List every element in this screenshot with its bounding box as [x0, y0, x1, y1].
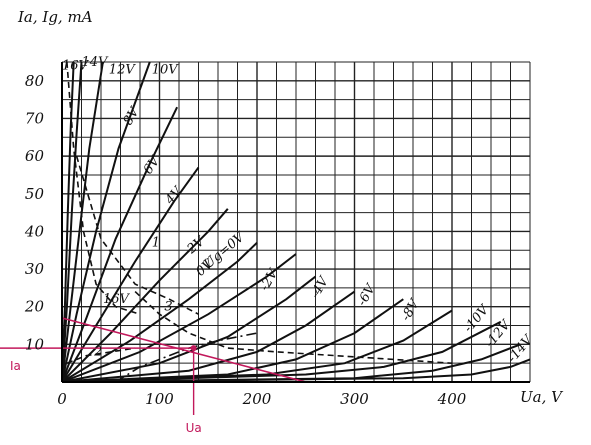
y-tick-label: 10: [25, 335, 45, 353]
anode-curve-label: -2V: [257, 266, 282, 294]
operating-point-dot: [190, 345, 197, 352]
anode-curve-label: -6V: [355, 281, 380, 309]
anode-curve: [61, 106, 179, 383]
anode-curve-label: 16V: [62, 59, 90, 74]
grid-current-curve: [66, 347, 136, 364]
anode-curve: [61, 358, 531, 383]
anode-curve: [61, 275, 317, 383]
anode-curve-label: 4V: [162, 183, 187, 208]
y-tick-label: 30: [25, 260, 45, 278]
chart-axes: 0 100 200 300 400 10 20 30 40 50 60 70 80: [24, 62, 530, 408]
grid-curve-label: 2: [93, 345, 102, 360]
y-tick-label: 80: [25, 72, 45, 90]
anode-curve-label: -4V: [308, 273, 333, 301]
y-tick-label: 20: [24, 298, 45, 316]
anode-curve-label: 2V: [184, 233, 209, 258]
anode-curve: [61, 61, 104, 383]
chart-series: [0, 61, 531, 415]
y-tick-label: 50: [25, 185, 45, 203]
anode-curve-label: -12V: [483, 317, 515, 351]
grid-curve-label: 16V: [103, 292, 131, 307]
load-line: [61, 317, 307, 383]
grid-current-curve: [66, 61, 141, 315]
x-tick-label: 0: [57, 390, 67, 408]
y-tick-label: 40: [24, 222, 45, 240]
x-tick-label: 200: [242, 390, 272, 408]
anode-curve-label: 14V: [82, 55, 110, 70]
grid-current-curve: [75, 155, 199, 315]
y-tick-label: 70: [25, 109, 45, 127]
anode-curve-label: 10V: [152, 62, 180, 77]
chart-grid: [61, 61, 531, 383]
anode-curve: [61, 208, 229, 383]
anode-curve: [61, 241, 258, 383]
x-tick-label: 100: [145, 390, 174, 408]
grid-curve-label: 3: [164, 299, 172, 314]
anode-curve: [61, 166, 200, 383]
anode-curve: [61, 320, 502, 383]
static-curve: [115, 332, 258, 383]
anode-curve: [61, 290, 356, 383]
anode-curve: [61, 61, 83, 383]
y-axis-title: Ia, Ig, mA: [17, 8, 93, 26]
grid-curve-label: 1: [152, 235, 160, 250]
anode-curve: [61, 61, 75, 383]
x-axis-title: Ua, V: [520, 388, 564, 406]
grid-current-curve: [134, 291, 453, 364]
y-tick-label: 60: [25, 147, 45, 165]
operating-point-ua-label: Ua: [186, 421, 202, 435]
x-tick-label: 300: [340, 390, 369, 408]
anode-curve: [61, 253, 297, 383]
operating-point-ia-label: Ia: [10, 359, 21, 373]
anode-curve-label: 12V: [109, 62, 137, 77]
anode-curve: [61, 61, 151, 383]
x-tick-label: 400: [437, 390, 467, 408]
